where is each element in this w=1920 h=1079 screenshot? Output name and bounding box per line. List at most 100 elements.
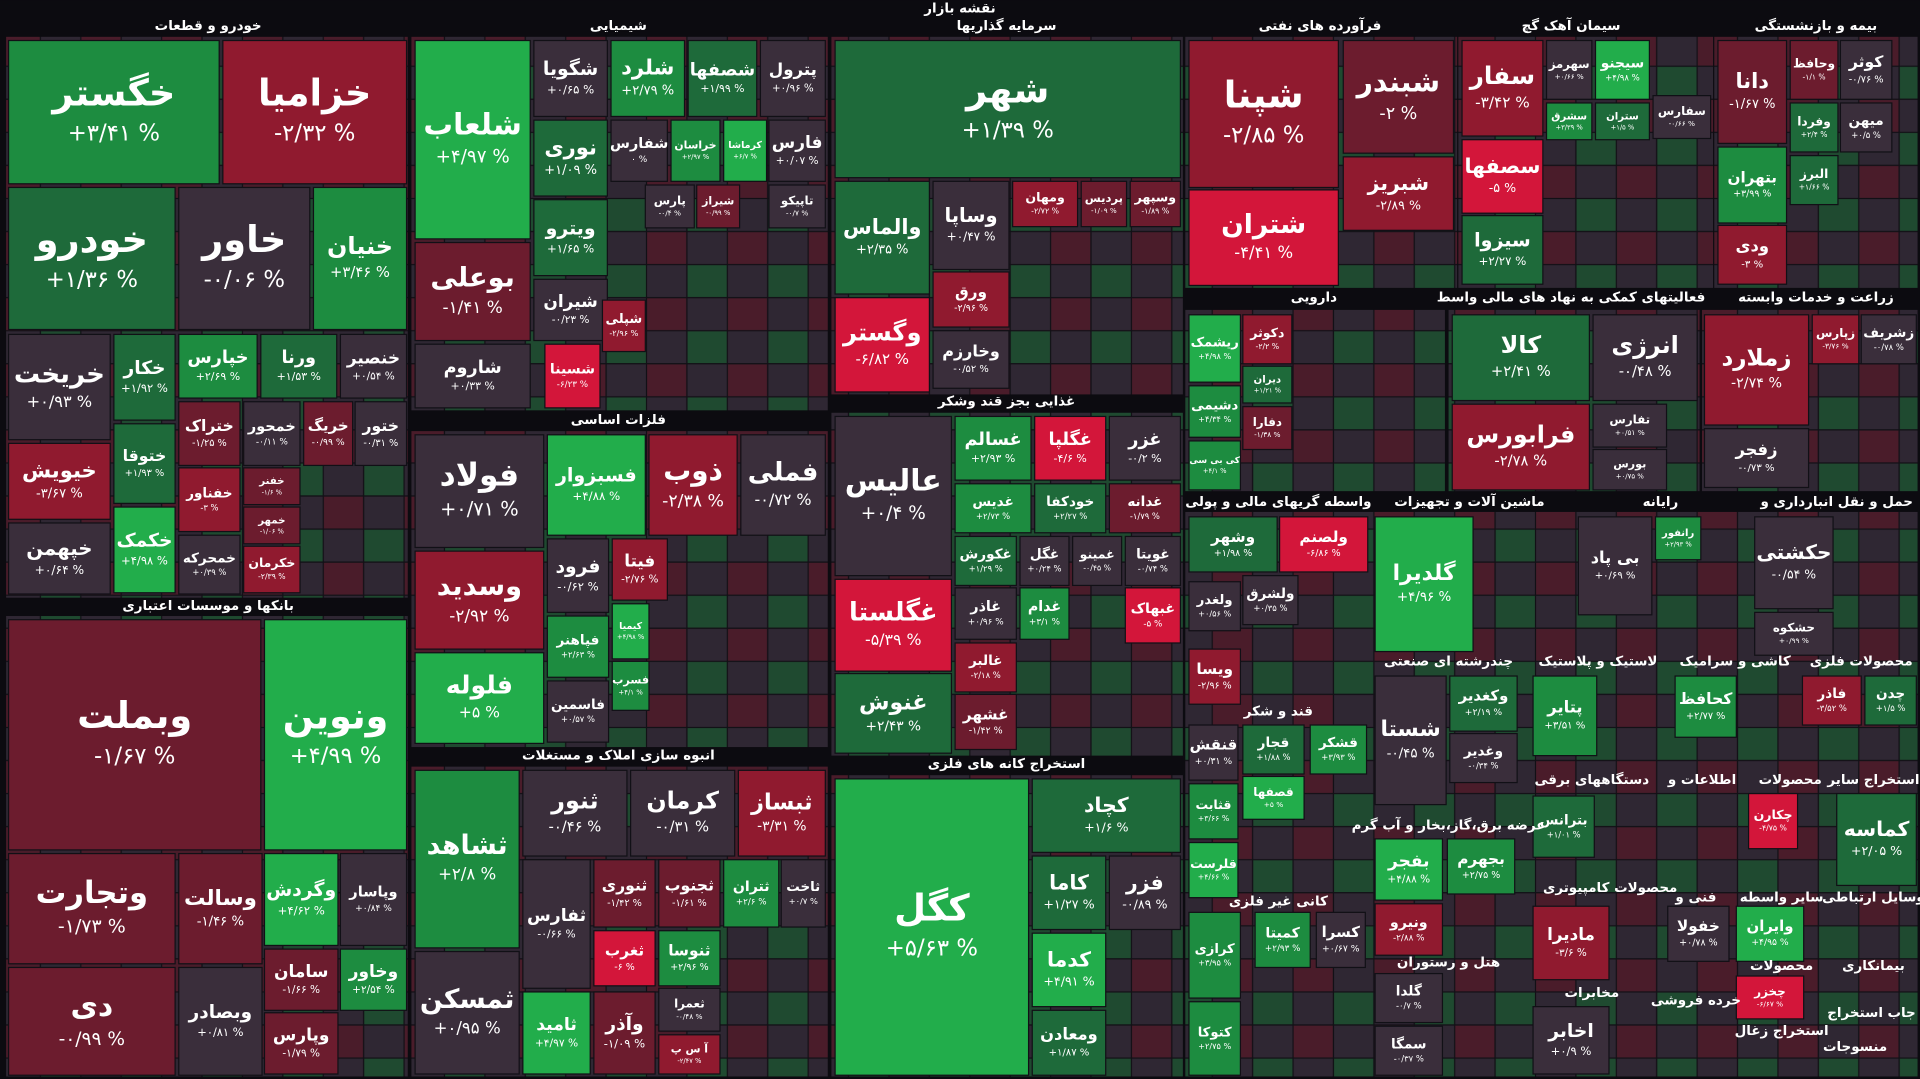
stock-tile: فرود -۰/۶۲ %	[546, 538, 610, 613]
stock-change: +۴/۹۹ %	[290, 743, 382, 769]
tile	[1188, 724, 1239, 781]
stock-tile: نوری +۱/۰۹ %	[533, 119, 608, 197]
stock-tile: بورس +۰/۷۵ %	[1592, 448, 1668, 491]
stock-name: ثمسکن	[420, 984, 515, 1015]
stock-tile: کیمیا+۴/۹۸ %	[611, 603, 650, 660]
stock-tile: سمگا-۰/۳۷ %	[1374, 1025, 1444, 1076]
stock-change: -۱/۶۱ %	[672, 898, 707, 909]
stock-tile: والماس +۲/۳۵ %	[834, 180, 931, 295]
stock-name: قنقش	[1190, 736, 1238, 754]
stock-name: بتهران	[1728, 168, 1777, 186]
tile	[7, 333, 111, 441]
stock-name: شپنا	[1224, 73, 1304, 116]
stock-tile: وآذر -۱/۰۹ %	[593, 991, 656, 1075]
tile	[546, 538, 610, 613]
stock-tile: ولصنم -۶/۸۶ %	[1278, 516, 1369, 573]
stock-tile: فلوله +۵ %	[414, 652, 545, 744]
stock-change: -۰/۷ %	[786, 209, 808, 218]
tile	[759, 39, 826, 118]
tile	[1188, 841, 1239, 899]
tile	[243, 401, 301, 467]
stock-tile: ومهان -۲/۷۲ %	[1012, 180, 1079, 228]
tile	[1019, 587, 1070, 640]
stock-tile: وبملت -۱/۶۷ %	[7, 619, 262, 851]
stock-change: -۱/۰۹ %	[1091, 206, 1117, 215]
stock-name: فسرب	[612, 674, 649, 687]
sector-title: محصولات	[1750, 959, 1813, 974]
stock-tile: وگردش +۴/۶۲ %	[263, 852, 339, 947]
stock-tile: غدیس+۲/۷۳ %	[954, 483, 1032, 534]
stock-name: شصفها	[690, 60, 755, 80]
stock-change: -۰/۹۹ %	[312, 437, 345, 448]
stock-tile: فسبزوار +۴/۸۸ %	[546, 434, 646, 536]
tile	[1374, 903, 1444, 956]
stock-name: خراسان	[674, 139, 716, 152]
stock-tile: وسپهر -۱/۸۹ %	[1129, 180, 1182, 228]
stock-tile: خودرو +۱/۳۶ %	[7, 186, 176, 331]
stock-tile: شبریز -۲/۸۹ %	[1342, 156, 1455, 231]
stock-change: +۲/۴۳ %	[866, 719, 922, 735]
stock-name: شیراز	[701, 194, 734, 207]
stock-name: شبندر	[1355, 66, 1440, 99]
stock-name: ثجنوب	[665, 876, 714, 895]
stock-name: وحافظ	[1793, 57, 1835, 71]
stock-change: +۳/۹۹ %	[1733, 189, 1771, 200]
tile	[1864, 675, 1917, 726]
stock-name: شگویا	[543, 57, 598, 80]
stock-tile: فولاد +۰/۷۱ %	[414, 434, 545, 549]
stock-change: -۰/۹۹ %	[706, 209, 731, 217]
stock-name: دانا	[1735, 69, 1769, 93]
stock-change: -۰/۴ %	[659, 209, 681, 218]
stock-change: -۵/۳۹ %	[865, 630, 922, 649]
stock-tile: ثتران +۲/۶ %	[723, 859, 780, 928]
stock-name: ونوین	[283, 694, 389, 737]
sector-title: رایانه	[1643, 495, 1679, 510]
tile	[7, 966, 176, 1076]
stock-tile: شصفها +۱/۹۹ %	[687, 39, 758, 118]
sector-title: بیمه و بازنشستگی	[1755, 17, 1878, 34]
tile	[670, 119, 721, 182]
stock-name: ولغدر	[1196, 593, 1233, 608]
tile	[1031, 778, 1182, 853]
stock-tile: ثبساز -۳/۳۱ %	[737, 769, 826, 857]
stock-name: کحافظ	[1679, 689, 1733, 708]
stock-name: غگل	[1030, 546, 1059, 563]
stock-tile: شبندر -۲ %	[1342, 39, 1455, 154]
tile	[178, 186, 311, 331]
tile	[932, 180, 1010, 271]
stock-name: حشکوه	[1773, 621, 1815, 636]
tile	[611, 538, 668, 601]
tile	[222, 39, 408, 185]
stock-change: -۰/۵۲ %	[953, 364, 988, 375]
stock-change: -۱/۷۹ %	[282, 1048, 320, 1060]
stock-tile: حکشتی -۰/۵۴ %	[1754, 516, 1834, 610]
tile	[610, 119, 668, 182]
stock-name: وآذر	[604, 1011, 643, 1035]
stock-name: غشهر	[962, 705, 1009, 723]
tile	[1242, 365, 1293, 404]
tile	[546, 434, 646, 536]
stock-name: وغدیر	[1463, 744, 1503, 760]
tile	[1667, 905, 1730, 962]
tile	[522, 769, 628, 857]
tile	[1789, 155, 1839, 206]
stock-name: کدما	[1047, 947, 1091, 971]
stock-change: -۰/۴۵ %	[1387, 746, 1435, 761]
stock-change: -۱/۰۹ %	[604, 1037, 645, 1051]
stock-name: شاروم	[444, 358, 502, 378]
stock-name: ثاخت	[786, 880, 820, 895]
stock-tile: تفارس+۰/۵۱ %	[1592, 403, 1668, 448]
stock-change: +۴/۳۴ %	[1198, 414, 1231, 424]
stock-name: خپارس	[187, 348, 248, 368]
stock-tile: سامان -۱/۶۶ %	[263, 948, 339, 1011]
stock-change: +۱/۳۹ %	[962, 118, 1054, 144]
stock-name: وگردش	[266, 878, 336, 901]
sector-title: زراعت و خدمات وابسته	[1738, 291, 1894, 306]
tile	[1860, 314, 1917, 365]
stock-tile: وپاسار +۰/۸۴ %	[339, 852, 408, 947]
stock-change: +۲/۷۳ %	[976, 511, 1010, 521]
stock-change: -۱/۷۹ %	[1130, 511, 1160, 521]
tile	[1717, 224, 1788, 285]
stock-name: وشهر	[1210, 528, 1255, 546]
tile	[1461, 39, 1544, 137]
